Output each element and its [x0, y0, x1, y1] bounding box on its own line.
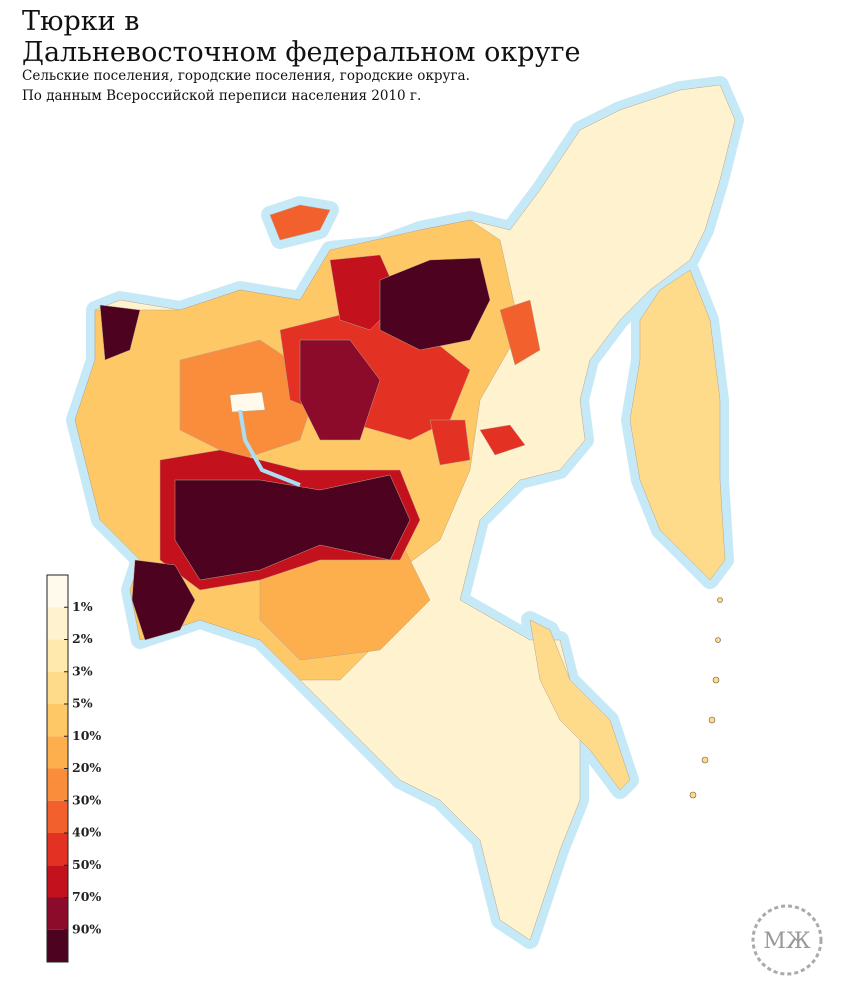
legend-label: 5% — [72, 696, 93, 711]
legend-label: 50% — [72, 857, 101, 872]
legend-label: 1% — [72, 599, 93, 614]
logo: МЖ — [751, 904, 823, 976]
legend-swatch — [47, 671, 68, 704]
region — [379, 257, 491, 351]
legend: 1% 2% 3% 5% 10% 20% 30% 40% 50% 70% 90% — [46, 574, 101, 963]
title: Дальневосточном федеральном округе — [22, 37, 581, 68]
legend-label: 20% — [72, 760, 101, 775]
region — [499, 299, 541, 366]
subtitle: Сельские поселения, городские поселения,… — [22, 68, 470, 84]
logo-ornament — [751, 904, 823, 976]
legend-label: 2% — [72, 631, 93, 646]
kuril-islands — [689, 597, 723, 799]
legend-swatch — [47, 575, 68, 608]
region — [99, 304, 141, 361]
river — [238, 409, 301, 487]
region — [229, 391, 266, 413]
legend-label: 70% — [72, 889, 101, 904]
legend-label: 40% — [72, 825, 101, 840]
region — [429, 419, 471, 466]
map — [66, 76, 744, 949]
logo-text: МЖ — [763, 929, 811, 954]
sakhalin — [529, 619, 631, 791]
subtitle: По данным Всероссийской переписи населен… — [22, 88, 421, 104]
legend-label: 30% — [72, 792, 101, 807]
legend-swatch — [47, 768, 68, 801]
legend-swatch — [47, 865, 68, 898]
legend-label: 90% — [72, 921, 101, 936]
legend-label: 3% — [72, 663, 93, 678]
legend-swatch — [47, 639, 68, 672]
region — [299, 339, 381, 441]
legend-swatch — [47, 704, 68, 737]
title: Тюрки в — [22, 6, 139, 37]
legend-label: 10% — [72, 728, 101, 743]
legend-swatch — [47, 800, 68, 833]
legend-swatch — [47, 897, 68, 930]
islands — [269, 204, 331, 241]
legend-swatch — [47, 736, 68, 769]
region — [174, 474, 411, 581]
legend-swatch — [47, 833, 68, 866]
legend-swatch — [47, 607, 68, 640]
kamchatka — [629, 269, 726, 581]
legend-swatch — [47, 929, 68, 962]
region — [131, 559, 196, 641]
region — [479, 424, 526, 456]
